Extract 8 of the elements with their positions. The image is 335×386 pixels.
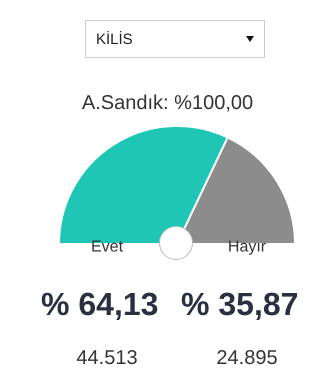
slice-label: Hayır — [228, 238, 267, 256]
data-label: % 64,13 — [41, 286, 158, 322]
slice-label: Evet — [90, 238, 124, 256]
dropdown-field: KİLİS — [85, 20, 265, 58]
data-label: % 35,87 — [181, 286, 298, 322]
text: 44.513 — [76, 347, 138, 369]
chart-title: A.Sandık: %100,00 — [82, 92, 254, 114]
text: 24.895 — [216, 347, 278, 369]
